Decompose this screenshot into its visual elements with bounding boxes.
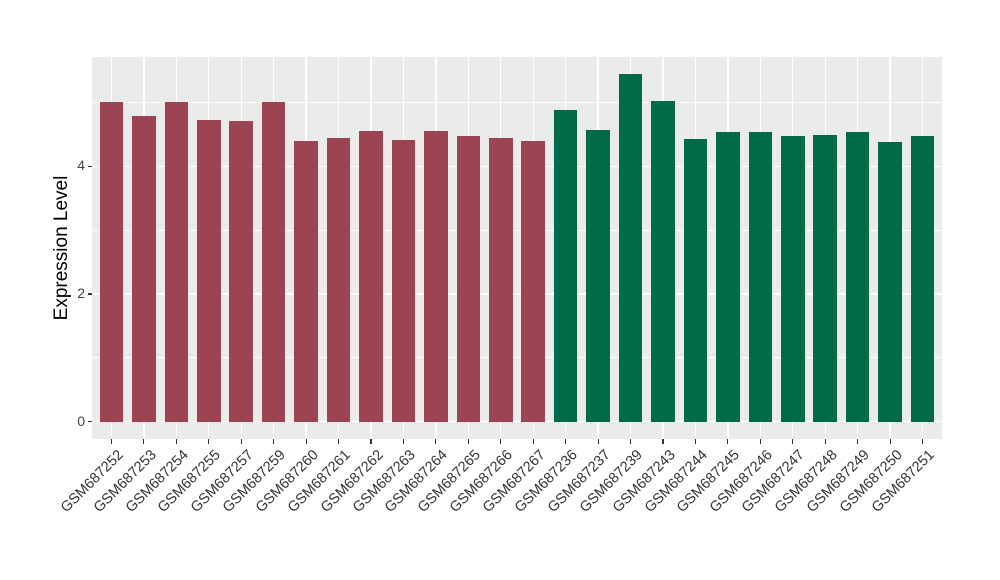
x-axis-tick-mark: [662, 439, 664, 444]
x-axis-tick-mark: [370, 439, 372, 444]
bar-GSM687267: [521, 141, 545, 422]
bar-GSM687263: [391, 140, 416, 422]
bar-GSM687245: [716, 132, 740, 422]
bar-GSM687257: [229, 120, 253, 422]
bar-GSM687249: [845, 131, 870, 422]
x-axis-tick-mark: [402, 439, 404, 444]
y-axis-tick-label: 2: [77, 284, 85, 301]
gridline-horizontal-minor: [92, 229, 942, 231]
bar-GSM687250: [878, 142, 902, 422]
y-axis-tick-label: 0: [77, 412, 85, 429]
x-axis-tick-mark: [467, 439, 469, 444]
x-axis-tick-mark: [110, 439, 112, 444]
x-axis-tick-mark: [694, 439, 696, 444]
bar-GSM687237: [586, 129, 610, 422]
x-axis-tick-mark: [857, 439, 859, 444]
bar-GSM687262: [359, 131, 383, 422]
bar-GSM687265: [456, 135, 481, 422]
gridline-horizontal-minor: [92, 102, 942, 103]
bar-GSM687246: [748, 131, 773, 422]
y-axis-tick-mark: [87, 293, 92, 295]
bar-GSM687239: [618, 74, 643, 422]
x-axis-tick-mark: [824, 439, 826, 444]
x-axis-tick-mark: [759, 439, 761, 444]
bar-GSM687244: [683, 139, 708, 422]
x-axis-tick-mark: [305, 439, 307, 444]
bar-GSM687236: [553, 110, 578, 422]
x-axis-tick-mark: [792, 439, 794, 444]
gridline-horizontal-major: [92, 420, 942, 423]
x-axis-tick-mark: [727, 439, 729, 444]
x-axis-tick-mark: [435, 439, 437, 444]
bar-GSM687261: [326, 137, 351, 422]
y-axis-title: Expression Level: [51, 175, 72, 321]
gridline-horizontal-major: [92, 165, 942, 167]
plot-panel: [92, 57, 942, 439]
x-axis-tick-mark: [240, 439, 242, 444]
x-axis-tick-mark: [532, 439, 534, 444]
bar-GSM687264: [424, 131, 448, 422]
bar-GSM687254: [164, 101, 189, 422]
x-axis-tick-mark: [921, 439, 924, 444]
bar-GSM687247: [781, 136, 805, 422]
bar-GSM687248: [813, 135, 837, 422]
x-axis-tick-mark: [143, 439, 145, 444]
bar-GSM687255: [197, 119, 221, 422]
bar-GSM687252: [99, 102, 124, 422]
y-axis-tick-mark: [87, 421, 92, 423]
x-axis-tick-mark: [597, 439, 599, 444]
x-axis-tick-mark: [565, 439, 567, 444]
bar-GSM687243: [651, 101, 675, 422]
bar-GSM687251: [910, 136, 935, 422]
gridline-horizontal-minor: [92, 357, 942, 359]
y-axis-tick-label: 4: [77, 157, 85, 174]
x-axis-tick-mark: [273, 439, 275, 444]
x-axis-tick-mark: [889, 439, 891, 444]
x-axis-tick-mark: [338, 439, 340, 444]
gridline-horizontal-major: [92, 293, 942, 295]
x-axis-tick-mark: [208, 439, 210, 444]
x-axis-tick-mark: [500, 439, 502, 444]
x-axis-tick-mark: [629, 439, 632, 444]
bar-GSM687266: [489, 137, 513, 422]
x-axis-tick-mark: [175, 439, 177, 444]
bar-GSM687253: [132, 115, 156, 422]
y-axis-tick-mark: [87, 165, 92, 167]
bar-GSM687259: [261, 101, 286, 422]
bar-GSM687260: [294, 140, 318, 422]
